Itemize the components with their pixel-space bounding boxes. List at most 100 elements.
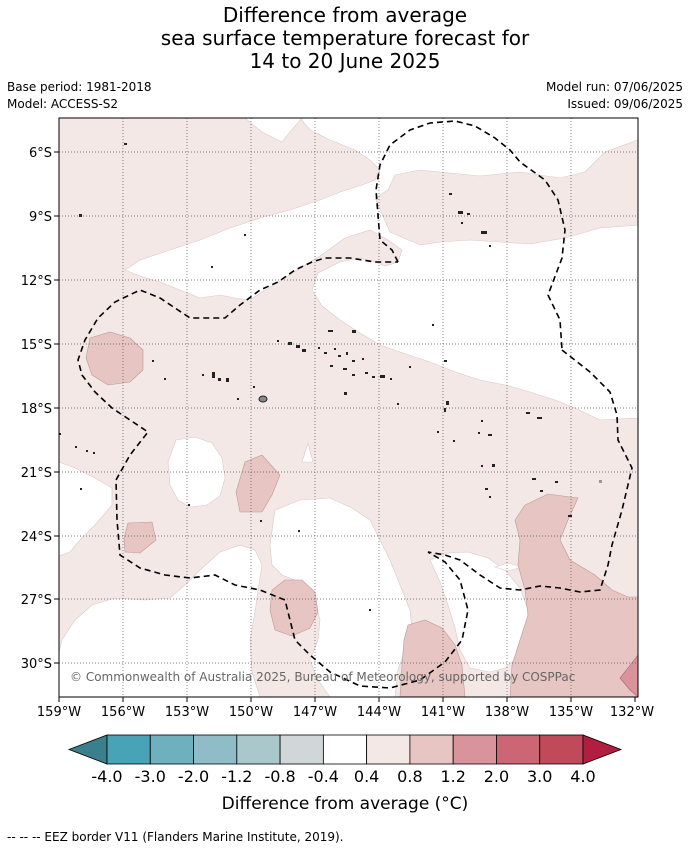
island <box>124 143 127 145</box>
island <box>540 490 543 492</box>
island <box>446 401 449 405</box>
island <box>568 515 572 517</box>
neutral-region-south-west <box>59 544 263 697</box>
island <box>346 352 348 355</box>
island <box>449 193 452 195</box>
island <box>362 358 364 360</box>
neutral-region-central-blob <box>167 436 226 508</box>
meta-right: Model run: 07/06/2025 Issued: 09/06/2025 <box>546 79 683 113</box>
island <box>599 480 602 483</box>
colorbar <box>67 734 623 765</box>
warm-region-corner <box>619 654 638 697</box>
island <box>437 431 439 433</box>
lon-tick-label: 132°W <box>610 705 654 720</box>
island <box>253 386 255 388</box>
island <box>532 478 536 480</box>
colorbar-segment <box>279 734 324 765</box>
colorbar-segment <box>366 734 411 765</box>
island <box>352 374 355 376</box>
island <box>334 348 336 350</box>
title-line-1: Difference from average <box>222 3 468 27</box>
colorbar-tick-label: -1.2 <box>221 767 252 786</box>
eez-borders <box>77 120 633 689</box>
lat-axis <box>54 151 59 664</box>
colorbar-segment <box>193 734 238 765</box>
copyright-notice: © Commonwealth of Australia 2025, Bureau… <box>70 670 575 684</box>
colorbar-tick-label: 3.0 <box>527 767 552 786</box>
island <box>409 366 411 368</box>
neutral-region-top-left <box>244 118 303 143</box>
islands <box>59 143 602 611</box>
island <box>461 222 463 224</box>
island <box>343 368 347 370</box>
model-run: Model run: 07/06/2025 <box>545 80 683 94</box>
island <box>244 234 246 236</box>
lat-tick-label: 24°S <box>21 530 52 545</box>
lat-tick-label: 6°S <box>29 146 52 161</box>
lon-tick-label: 153°W <box>165 705 209 720</box>
island <box>218 378 221 381</box>
lon-axis <box>58 697 636 702</box>
island <box>344 392 347 395</box>
title-line-2: sea surface temperature forecast for <box>160 26 530 50</box>
island <box>444 408 446 412</box>
island <box>492 464 495 467</box>
lon-tick-label: 138°W <box>485 705 529 720</box>
island <box>330 365 333 367</box>
island <box>467 213 470 215</box>
island <box>481 465 483 467</box>
sst-anomaly-map: © Commonwealth of Australia 2025, Bureau… <box>21 117 654 786</box>
lat-tick-label: 18°S <box>21 402 52 417</box>
colorbar-tick-label: -4.0 <box>91 767 122 786</box>
colorbar-tick-label: 1.2 <box>440 767 465 786</box>
title-line-3: 14 to 20 June 2025 <box>249 49 441 73</box>
island <box>352 330 356 333</box>
lat-tick-label: 21°S <box>21 466 52 481</box>
island <box>458 211 463 214</box>
map-fields: © Commonwealth of Australia 2025, Bureau… <box>59 118 638 697</box>
colorbar-tick-label: 0.8 <box>397 767 422 786</box>
island <box>152 360 154 362</box>
island <box>537 417 542 419</box>
island <box>555 481 558 483</box>
colorbar-segment <box>496 734 541 765</box>
warm-region-south-central <box>269 579 319 637</box>
neutral-region-west <box>59 461 113 557</box>
colorbar-segment <box>149 734 194 765</box>
island <box>211 266 213 268</box>
lon-tick-label: 141°W <box>421 705 465 720</box>
colorbar-tick-label: -3.0 <box>135 767 166 786</box>
colorbar-tick-label: 2.0 <box>484 767 509 786</box>
island <box>397 403 399 405</box>
island <box>478 432 480 434</box>
lat-tick-label: 27°S <box>21 593 52 608</box>
island <box>212 372 215 378</box>
island <box>369 609 371 611</box>
island <box>296 345 300 348</box>
island <box>372 376 375 378</box>
warm-region-south <box>399 619 466 697</box>
island <box>481 231 487 234</box>
island <box>75 446 77 448</box>
island <box>324 352 327 354</box>
lat-tick-label: 12°S <box>21 274 52 289</box>
island <box>226 378 229 382</box>
colorbar-title: Difference from average (°C) <box>221 794 469 814</box>
island <box>93 452 95 454</box>
colorbar-tick-label: 0.4 <box>354 767 379 786</box>
lon-tick-label: 156°W <box>101 705 145 720</box>
colorbar-segment <box>539 734 584 765</box>
island <box>453 440 455 442</box>
lat-tick-label: 15°S <box>21 338 52 353</box>
lon-tick-label: 150°W <box>229 705 273 720</box>
island <box>328 330 333 332</box>
island <box>202 374 204 376</box>
island <box>488 434 492 436</box>
colorbar-tick-label: -0.8 <box>264 767 295 786</box>
island <box>390 378 392 380</box>
warm-region-west-lower <box>123 521 157 554</box>
island <box>86 450 88 452</box>
island <box>485 488 488 490</box>
colorbar-labels: -4.0 -3.0 -2.0 -1.2 -0.8 -0.4 0.4 0.8 1.2 2.0 3.0 4… <box>91 767 595 786</box>
island <box>444 360 447 362</box>
